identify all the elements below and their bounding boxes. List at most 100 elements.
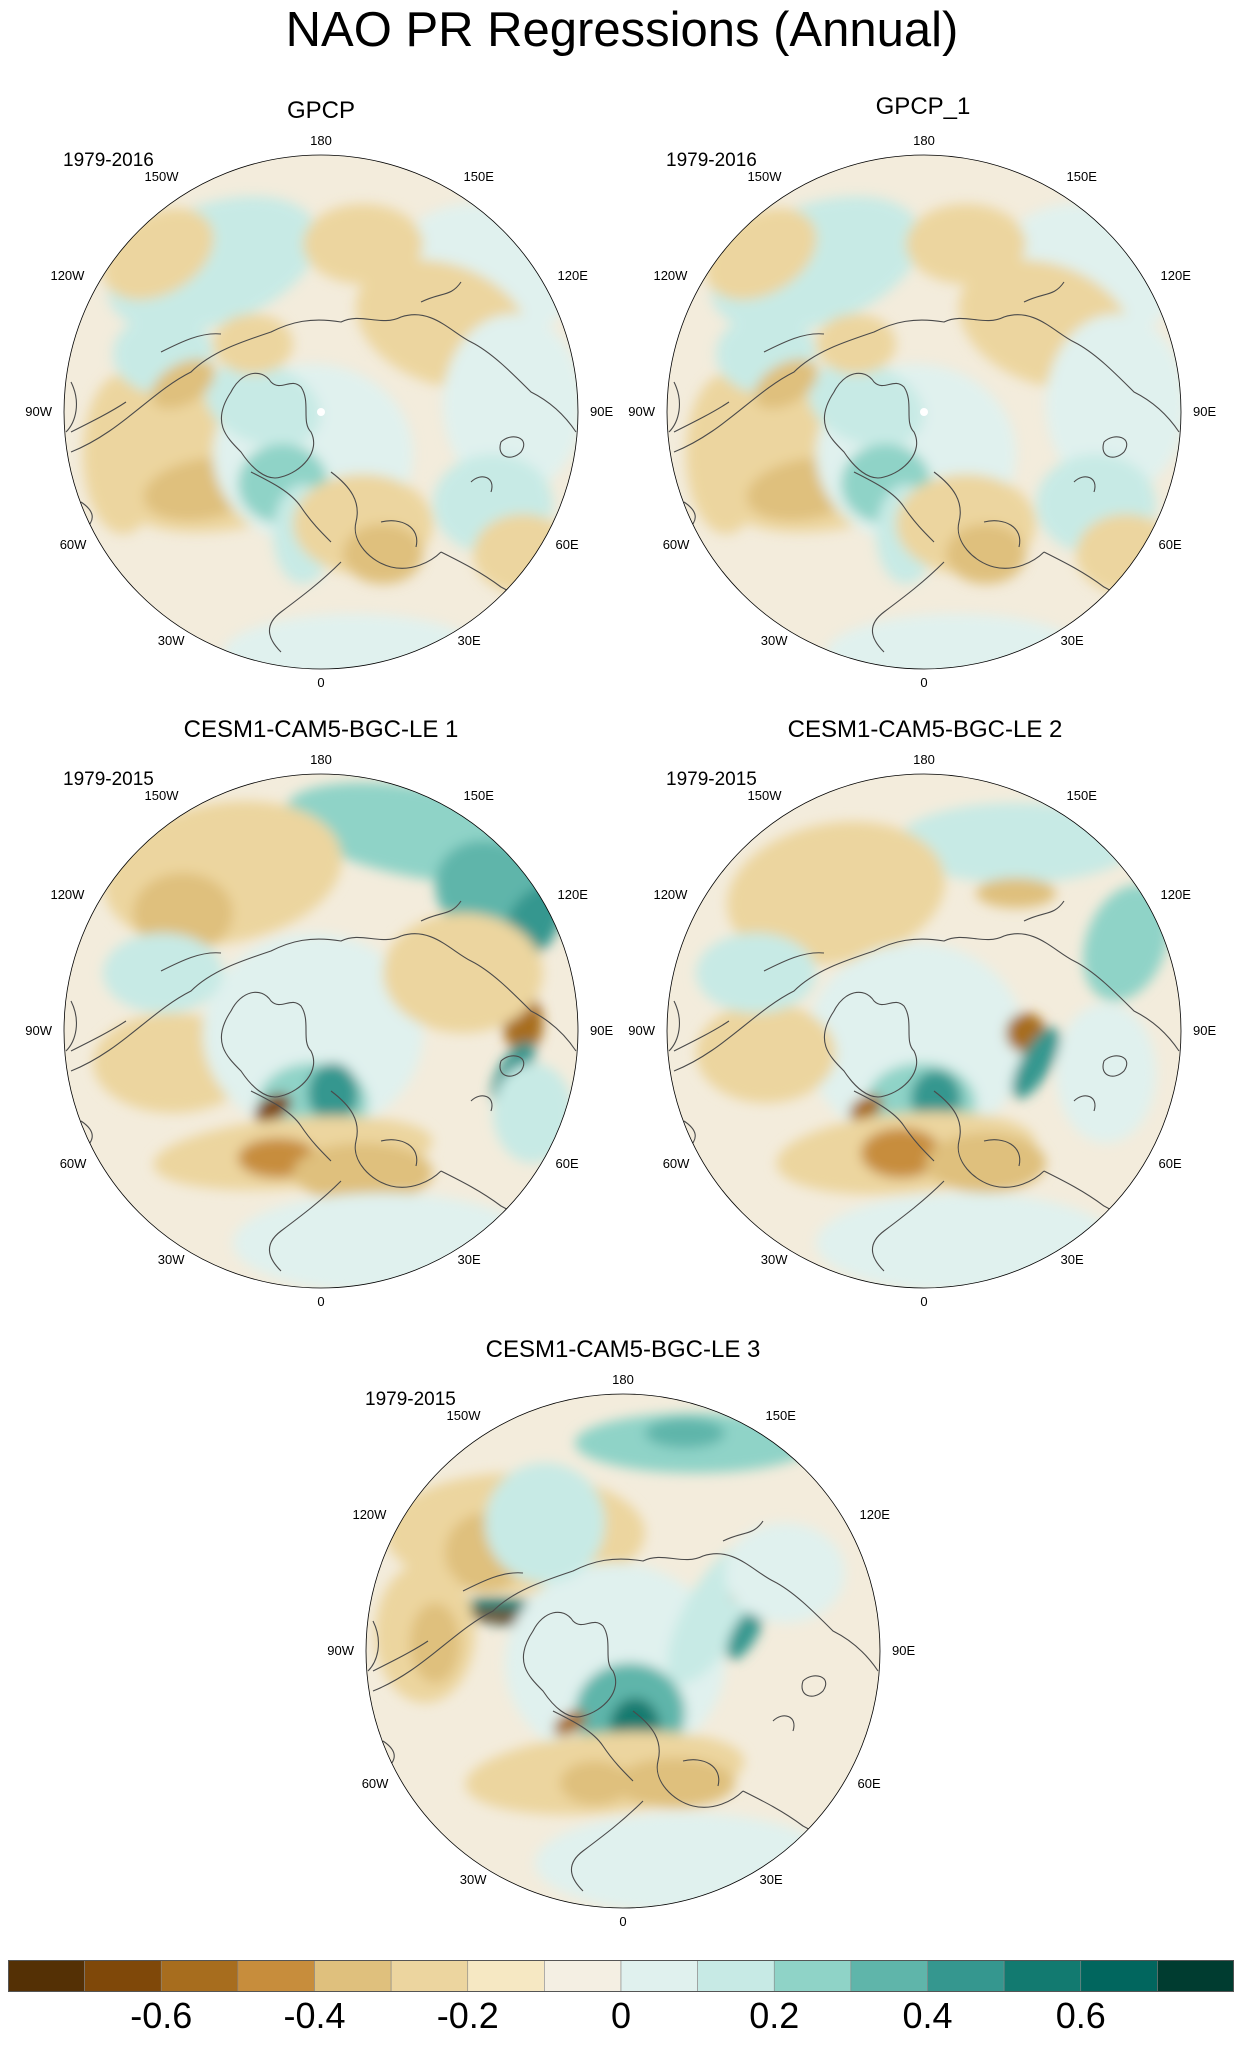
- lon-label: 90E: [892, 1643, 916, 1658]
- anomaly-field: [696, 933, 816, 1013]
- coastline: [571, 1800, 644, 1892]
- polar-map-5: [365, 1393, 881, 1909]
- coastline: [722, 1520, 764, 1542]
- coastline: [673, 314, 1180, 453]
- coastline: [420, 281, 462, 303]
- colorbar-box: [160, 1960, 239, 1992]
- coastline: [1073, 476, 1096, 493]
- lon-label: 60E: [555, 1155, 579, 1171]
- colorbar-border: [8, 1960, 1234, 1992]
- lon-label: 150W: [144, 169, 179, 185]
- anomaly-field: [1012, 1027, 1060, 1099]
- coastline: [70, 1020, 127, 1052]
- colorbar-tick-label: -0.2: [436, 1995, 499, 2036]
- coastline: [1102, 436, 1128, 458]
- coastline: [632, 1710, 744, 1808]
- lon-label: 90E: [1193, 404, 1217, 419]
- lon-label: 120E: [557, 886, 588, 902]
- coastline: [499, 1055, 525, 1077]
- coastline: [220, 372, 315, 479]
- anomaly-field: [535, 1813, 835, 1908]
- lon-label: 120W: [50, 886, 85, 902]
- map-border: [666, 773, 1182, 1289]
- lon-label: 0: [317, 1294, 325, 1309]
- lon-label: 60E: [1158, 536, 1182, 552]
- anomaly-field: [204, 361, 322, 447]
- panel-title-3: CESM1-CAM5-BGC-LE 1: [183, 716, 459, 743]
- missing-pole: [920, 408, 928, 416]
- anomaly-field: [726, 1606, 764, 1660]
- coastline: [673, 1020, 730, 1052]
- panel-period-2: 1979-2016: [666, 150, 757, 171]
- colorbar-box: [1080, 1960, 1158, 1992]
- lon-label: 120W: [653, 886, 688, 902]
- anomaly-field: [754, 359, 818, 409]
- coastline: [668, 381, 680, 433]
- lon-label: 30E: [1060, 632, 1084, 648]
- coastline: [160, 952, 222, 972]
- anomaly-field: [1056, 1003, 1156, 1143]
- lon-label: 60E: [1158, 1155, 1182, 1171]
- coastline: [983, 1139, 1021, 1167]
- anomaly-field: [826, 614, 1086, 669]
- colorbar-box: [84, 1960, 162, 1992]
- lon-label: 180: [913, 752, 935, 767]
- lon-label: 120E: [1160, 886, 1191, 902]
- coastline: [552, 1710, 634, 1782]
- coastline: [330, 471, 442, 569]
- coastline: [65, 381, 77, 433]
- anomaly-field: [946, 524, 1026, 584]
- panel-period-5: 1979-2015: [365, 1389, 456, 1410]
- lon-label: 120E: [859, 1506, 890, 1522]
- anomaly-field: [443, 314, 578, 494]
- anomaly-field: [926, 1133, 1046, 1193]
- anomaly-field: [410, 1603, 460, 1683]
- anomaly-field: [726, 821, 946, 965]
- coastline: [763, 952, 825, 972]
- panel-period-4: 1979-2015: [666, 769, 757, 790]
- lon-label: 60W: [662, 536, 690, 552]
- anomaly-field: [725, 1523, 845, 1623]
- panel-title-4: CESM1-CAM5-BGC-LE 2: [787, 716, 1063, 743]
- anomaly-field: [696, 1003, 836, 1103]
- lon-label: 150E: [1066, 788, 1097, 804]
- coastline: [673, 933, 1180, 1072]
- coastline: [1102, 1055, 1128, 1077]
- anomaly-field: [151, 359, 215, 409]
- coastline: [933, 1090, 1045, 1188]
- coastline: [250, 471, 332, 543]
- lon-label: 180: [913, 133, 935, 148]
- coastline: [250, 1090, 332, 1162]
- lon-label: 30W: [459, 1871, 487, 1887]
- colorbar-box: [390, 1960, 469, 1992]
- lon-label: 90E: [590, 404, 614, 419]
- lon-label: 0: [619, 1914, 627, 1929]
- lon-label: 180: [612, 1372, 634, 1387]
- coastline: [872, 1180, 945, 1272]
- lon-label: 120E: [1160, 267, 1191, 283]
- coastline: [772, 1715, 795, 1732]
- lon-label: 60E: [857, 1775, 881, 1791]
- coastline: [70, 933, 577, 1072]
- coastline: [1138, 560, 1175, 613]
- lon-label: 60W: [59, 536, 87, 552]
- anomaly-field: [233, 1193, 533, 1288]
- lon-label: 120W: [653, 267, 688, 283]
- anomaly-field: [343, 524, 423, 584]
- anomaly-field: [493, 1063, 573, 1163]
- colorbar-box: [314, 1960, 392, 1992]
- coastline: [420, 900, 462, 922]
- lon-label: 0: [317, 675, 325, 690]
- lon-label: 90E: [1193, 1023, 1217, 1038]
- anomaly-field: [816, 1193, 1116, 1288]
- coastline: [872, 561, 945, 653]
- lon-label: 30E: [1060, 1251, 1084, 1267]
- panel-title-5: CESM1-CAM5-BGC-LE 3: [485, 1336, 761, 1363]
- lon-label: 150E: [1066, 169, 1097, 185]
- coastline: [1138, 1179, 1175, 1232]
- coastline: [269, 561, 342, 653]
- coastline: [70, 401, 127, 433]
- lon-label: 60W: [59, 1155, 87, 1171]
- polar-map-2: [666, 154, 1182, 670]
- coastline: [535, 560, 572, 613]
